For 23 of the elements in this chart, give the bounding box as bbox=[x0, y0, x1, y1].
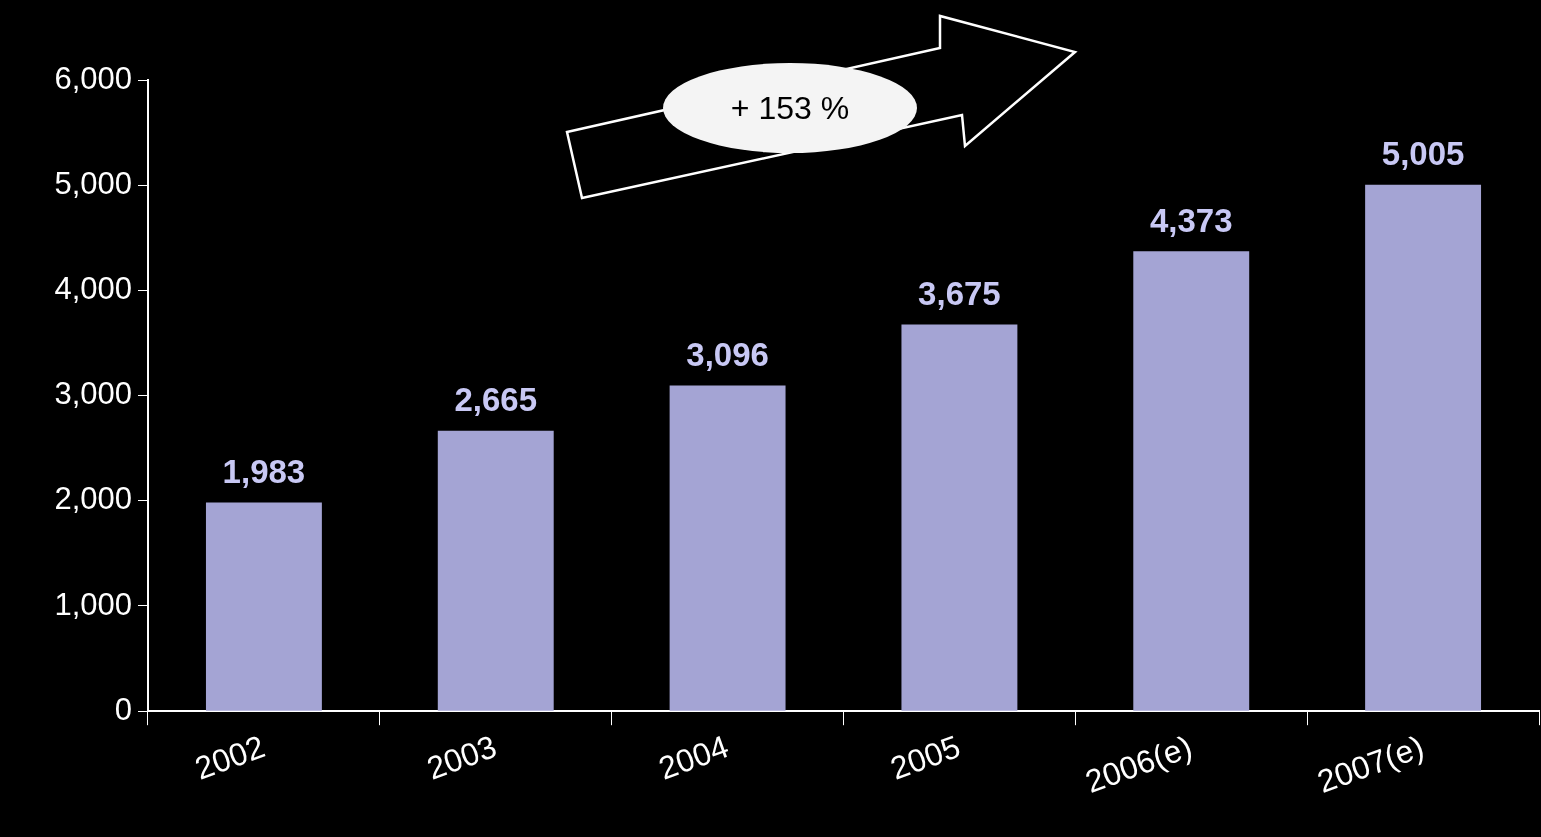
data-label: 2,665 bbox=[454, 381, 538, 419]
bar bbox=[901, 324, 1018, 711]
y-tick-label: 6,000 bbox=[54, 60, 132, 96]
bar bbox=[1365, 184, 1482, 711]
y-tick-label: 3,000 bbox=[54, 376, 132, 412]
data-label: 3,096 bbox=[686, 336, 769, 374]
data-label: 4,373 bbox=[1149, 201, 1233, 239]
x-tick-label: 2004 bbox=[653, 728, 733, 787]
y-tick-label: 1,000 bbox=[54, 586, 132, 622]
x-tick-label: 2003 bbox=[421, 728, 502, 787]
bar bbox=[669, 385, 786, 711]
x-tick-label: 2002 bbox=[190, 728, 270, 787]
bar bbox=[1133, 251, 1250, 711]
data-label: 1,983 bbox=[222, 453, 306, 491]
y-tick-label: 2,000 bbox=[54, 481, 132, 517]
y-tick-label: 5,000 bbox=[54, 165, 132, 201]
y-tick-label: 4,000 bbox=[54, 270, 132, 306]
y-tick-label: 0 bbox=[114, 691, 132, 727]
data-label: 5,005 bbox=[1381, 135, 1465, 173]
bar bbox=[437, 430, 554, 711]
x-tick-label: 2005 bbox=[885, 728, 965, 787]
data-label: 3,675 bbox=[918, 275, 1001, 313]
bar bbox=[205, 502, 322, 711]
